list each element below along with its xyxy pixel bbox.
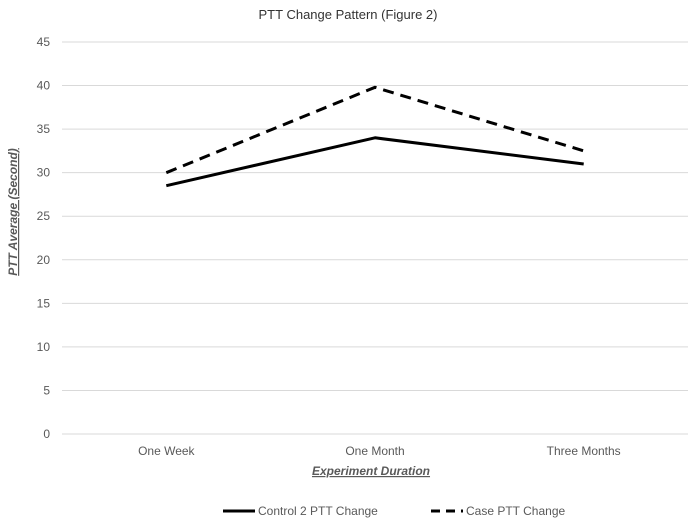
series-lines [165, 85, 585, 188]
gridlines [62, 41, 688, 435]
x-axis-title: Experiment Duration [312, 464, 430, 478]
y-tick-label: 35 [37, 122, 51, 136]
series-line-control [165, 136, 584, 188]
y-tick-label: 5 [43, 383, 50, 397]
x-tick-label: One Month [345, 444, 404, 458]
x-axis-ticks: One Week One Month Three Months [138, 444, 621, 458]
y-tick-label: 30 [37, 166, 51, 180]
y-axis-title: PTT Average (Second) [6, 148, 20, 276]
y-tick-label: 0 [43, 427, 50, 441]
legend-label: Control 2 PTT Change [258, 504, 378, 518]
y-axis-ticks: 0 5 10 15 20 25 30 35 40 45 [37, 35, 51, 441]
legend-label: Case PTT Change [466, 504, 565, 518]
y-tick-label: 10 [37, 340, 51, 354]
series-line-case [165, 85, 585, 175]
y-tick-label: 40 [37, 79, 51, 93]
legend: Control 2 PTT Change Case PTT Change [223, 504, 565, 518]
x-tick-label: One Week [138, 444, 195, 458]
x-tick-label: Three Months [547, 444, 621, 458]
chart-title: PTT Change Pattern (Figure 2) [259, 7, 438, 22]
y-tick-label: 20 [37, 253, 51, 267]
y-tick-label: 45 [37, 35, 51, 49]
y-tick-label: 25 [37, 209, 51, 223]
y-tick-label: 15 [37, 296, 51, 310]
